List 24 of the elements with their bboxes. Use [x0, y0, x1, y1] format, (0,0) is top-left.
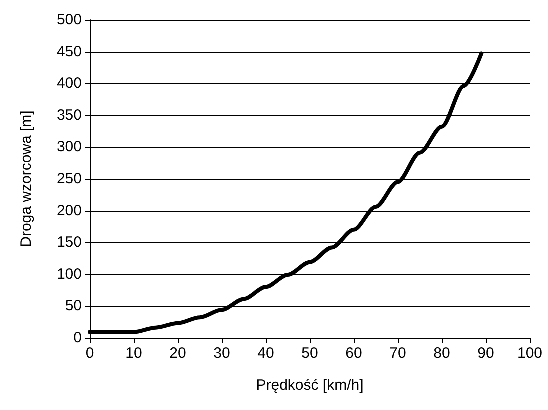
y-tick-label: 450: [56, 43, 82, 60]
x-tick-label: 10: [126, 345, 142, 362]
x-tick-label: 70: [390, 345, 406, 362]
x-tick-label: 50: [302, 345, 318, 362]
x-tick-label: 20: [170, 345, 186, 362]
y-tick-label: 500: [56, 12, 82, 28]
y-tick-label: 400: [56, 75, 82, 92]
y-tick-label: 350: [56, 106, 82, 124]
y-tick-label: 200: [56, 202, 82, 220]
y-tick-label: 300: [56, 138, 82, 156]
x-tick-label: 40: [258, 345, 274, 362]
x-tick-label: 60: [346, 345, 362, 362]
x-tick-label: 0: [86, 345, 94, 362]
y-tick-label: 0: [74, 330, 82, 346]
y-tick-label: 50: [65, 298, 82, 315]
x-tick-label: 30: [214, 345, 230, 362]
x-tick-label: 90: [478, 345, 494, 362]
y-tick-label: 150: [56, 234, 82, 252]
y-tick-label: 250: [56, 170, 82, 188]
x-axis-title: Prędkość [km/h]: [256, 377, 364, 394]
y-tick-label: 100: [56, 266, 82, 283]
x-tick-label: 100: [517, 345, 543, 362]
y-axis-title: Droga wzorcowa [m]: [18, 110, 35, 248]
x-tick-label: 80: [434, 345, 450, 362]
